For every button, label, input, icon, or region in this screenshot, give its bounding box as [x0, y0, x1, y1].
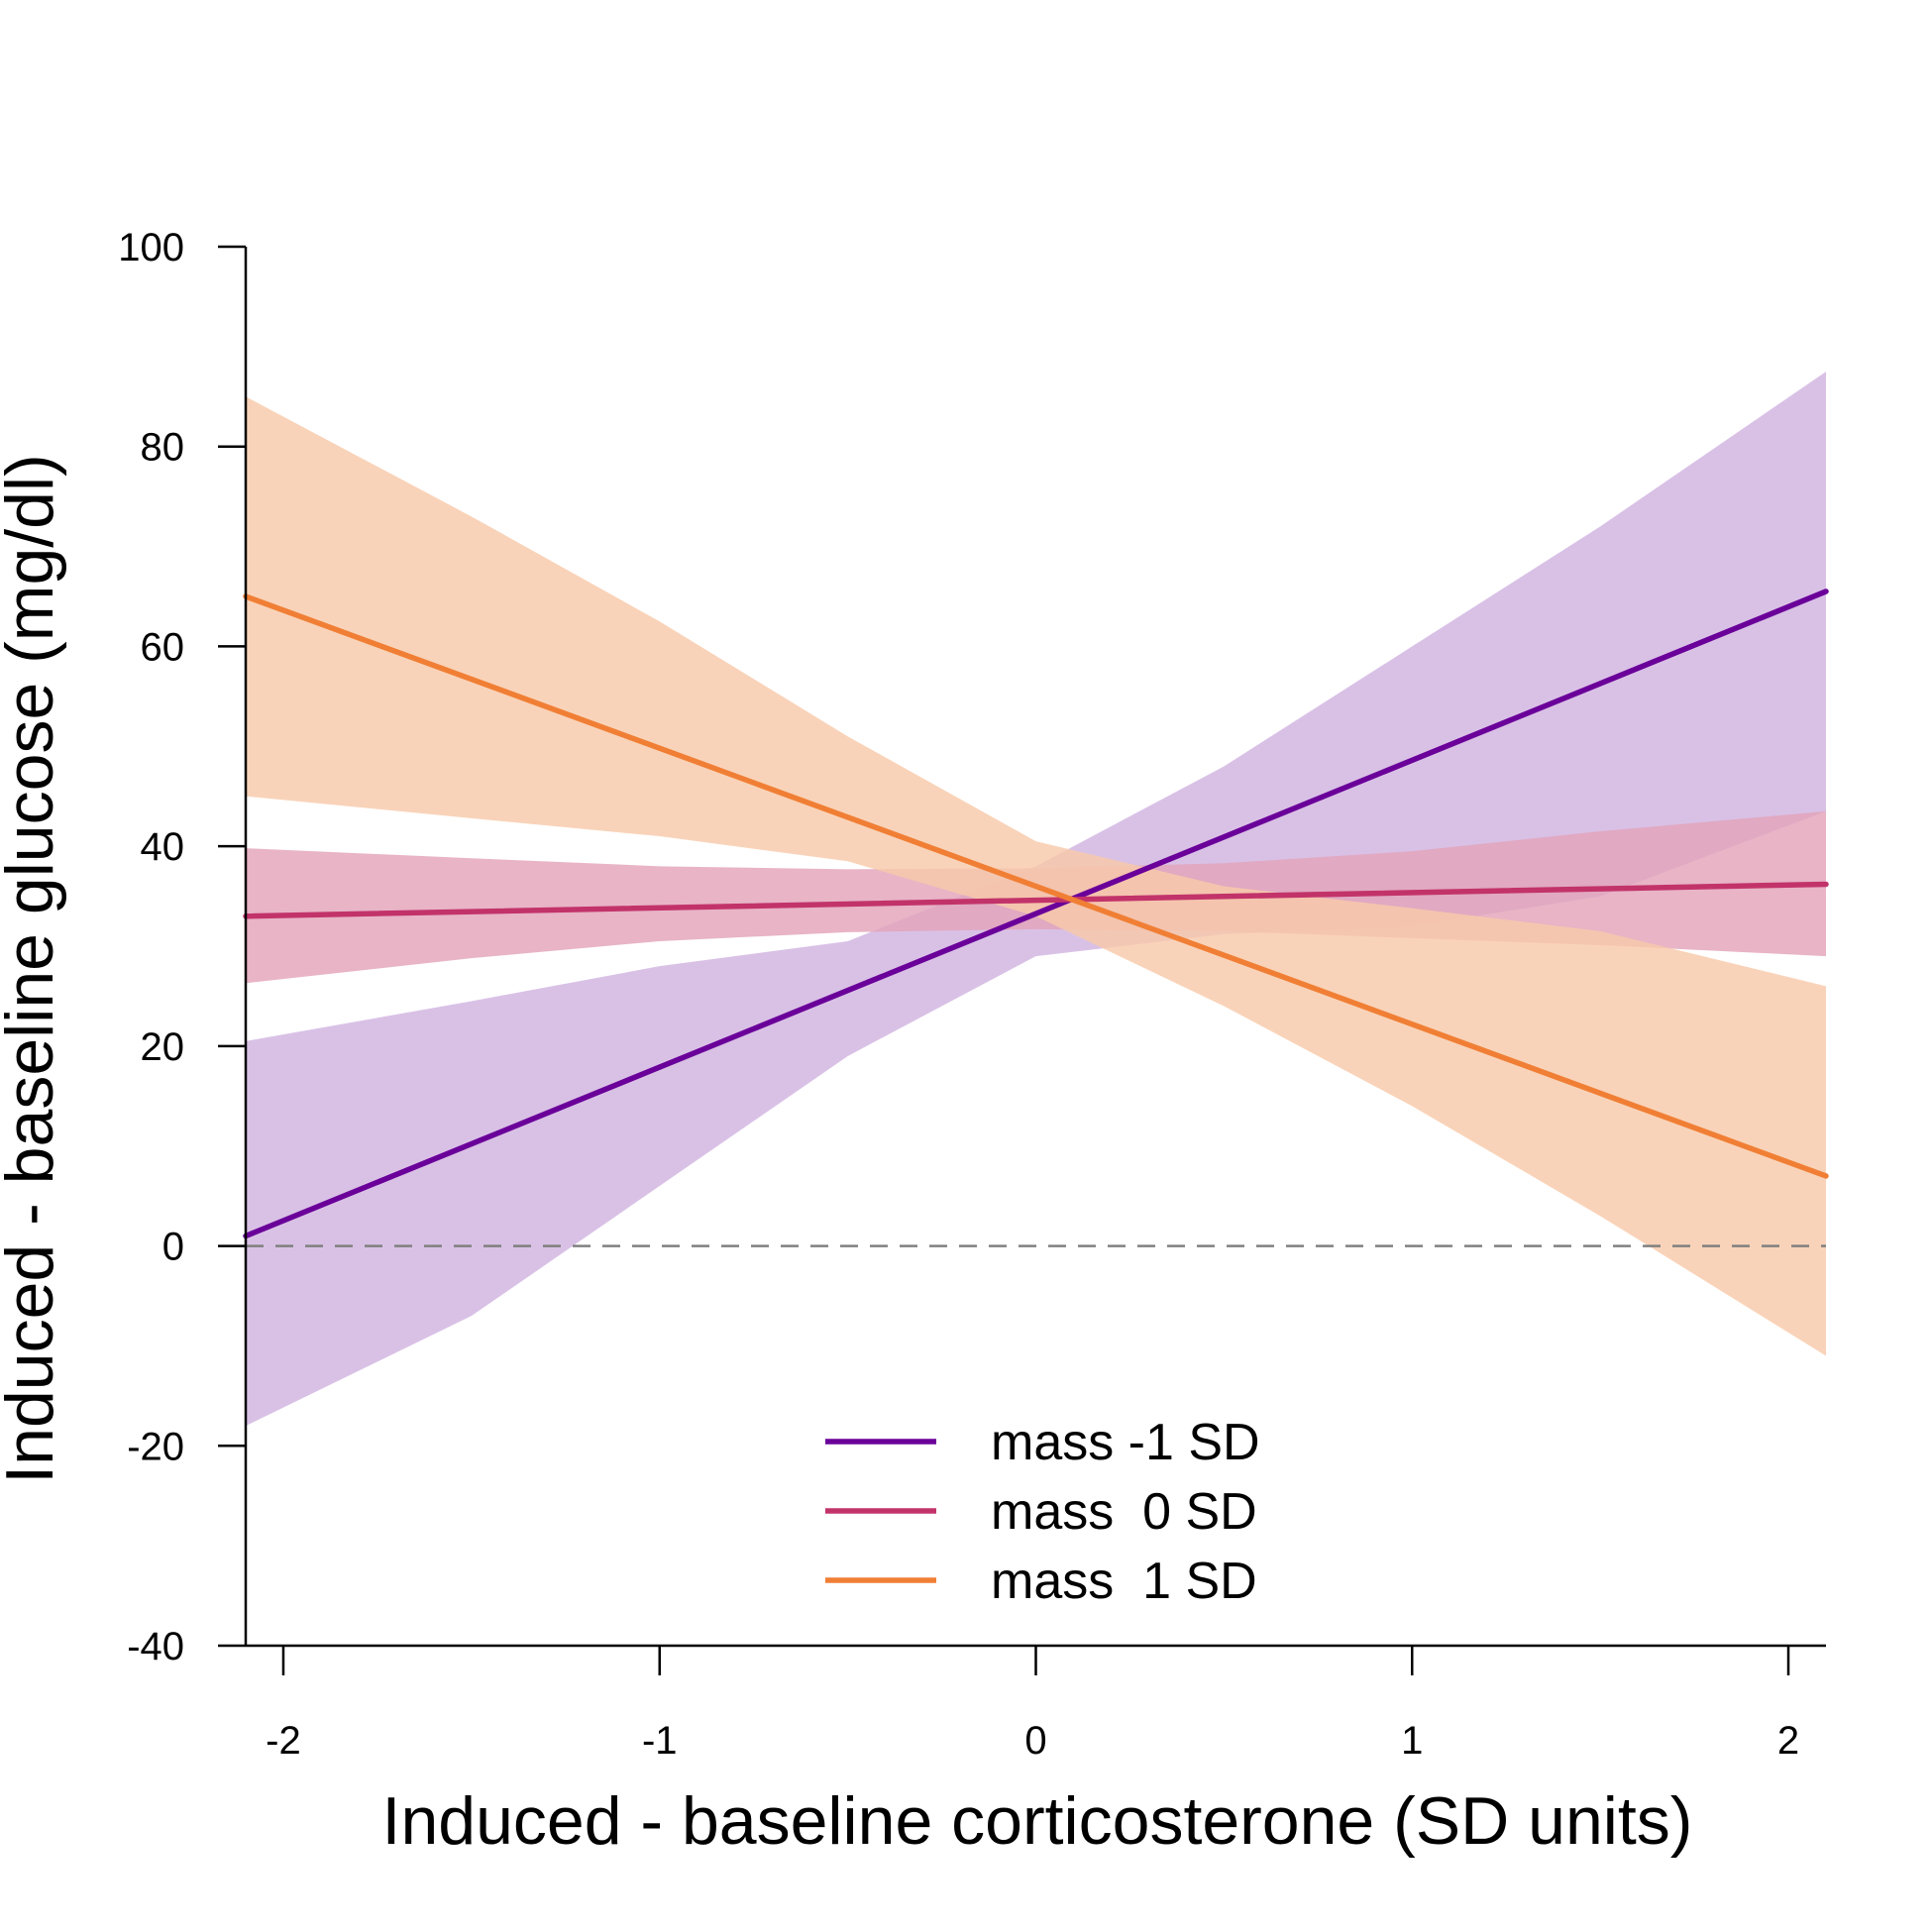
x-axis-title: Induced - baseline corticosterone (SD un… — [382, 1783, 1693, 1859]
y-axis-title: Induced - baseline glucose (mg/dl) — [0, 454, 67, 1483]
x-tick-label: -1 — [642, 1719, 678, 1763]
legend-label-1: mass -1 SD — [991, 1414, 1260, 1471]
series-lines — [243, 589, 1829, 1239]
y-tick-label: 0 — [162, 1226, 184, 1269]
y-tick-label: 80 — [141, 426, 185, 470]
series-line-2 — [243, 881, 1829, 919]
y-tick-label: 20 — [141, 1025, 185, 1069]
legend-label-3: mass 1 SD — [991, 1553, 1257, 1610]
y-tick-label: -40 — [127, 1625, 184, 1668]
y-tick-label: 100 — [118, 226, 184, 269]
x-tick-label: 2 — [1777, 1719, 1799, 1763]
x-tick-label: 0 — [1024, 1719, 1046, 1763]
confidence-band-3 — [246, 396, 1826, 1356]
series-line-3 — [243, 593, 1829, 1179]
y-tick-label: 60 — [141, 625, 185, 669]
legend-label-2: mass 0 SD — [991, 1483, 1257, 1541]
axes: -40 -20 0 20 40 60 80 100 -2 -1 0 1 2 — [118, 226, 1826, 1763]
legend: mass -1 SD mass 0 SD mass 1 SD — [825, 1414, 1260, 1610]
y-tick-label: -20 — [127, 1425, 184, 1468]
x-tick-label: 1 — [1401, 1719, 1423, 1763]
y-tick-label: 40 — [141, 825, 185, 869]
series-line-1 — [243, 589, 1829, 1239]
x-tick-label: -2 — [266, 1719, 301, 1763]
